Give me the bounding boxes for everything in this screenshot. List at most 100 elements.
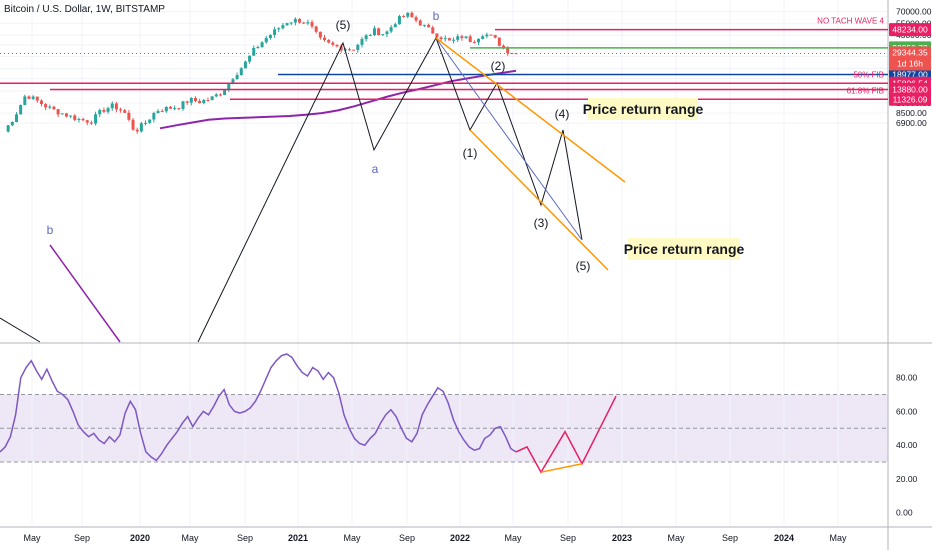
candle-body: [27, 96, 31, 99]
channel-upper: [435, 37, 626, 183]
candle-body: [98, 110, 102, 115]
candle-body: [127, 112, 131, 120]
candle-body: [456, 36, 460, 40]
candle-body: [144, 122, 148, 124]
candle-body: [198, 101, 202, 104]
candle-body: [298, 18, 302, 23]
rsi-tick-label: 80.00: [896, 373, 918, 383]
rsi-tick-label: 60.00: [896, 406, 918, 416]
price-tick-label: 6900.00: [896, 118, 927, 128]
current-price-time: 1d 16h: [897, 58, 923, 68]
price-level-note: NO TACH WAVE 4: [817, 17, 884, 26]
candle-body: [202, 99, 206, 104]
candle-body: [44, 104, 48, 108]
candle-body: [14, 114, 18, 122]
candle-body: [10, 121, 14, 126]
candle-body: [243, 61, 247, 69]
candle-body: [447, 38, 451, 41]
candle-body: [235, 75, 239, 80]
x-tick-label: 2021: [288, 533, 308, 543]
candle-body: [177, 108, 181, 110]
candle-body: [422, 24, 426, 26]
candle-body: [302, 22, 306, 24]
candle-body: [193, 98, 197, 102]
x-tick-label: 2022: [450, 533, 470, 543]
candle-body: [260, 42, 264, 48]
candle-body: [252, 47, 256, 56]
wave-label: (5): [576, 259, 591, 273]
candle-body: [248, 55, 252, 62]
candle-body: [477, 38, 481, 43]
candle-body: [452, 39, 456, 41]
wave-label: (2): [491, 59, 506, 73]
candle-body: [39, 100, 43, 105]
chart-title: Bitcoin / U.S. Dollar, 1W, BITSTAMP: [4, 4, 165, 15]
candle-body: [277, 28, 281, 30]
candle-body: [206, 99, 210, 101]
candle-body: [314, 26, 318, 32]
rsi-tick-label: 0.00: [896, 508, 913, 518]
channel-lower: [469, 129, 609, 271]
candle-body: [406, 12, 410, 17]
candle-body: [73, 115, 77, 120]
candle-body: [210, 96, 214, 100]
x-tick-label: May: [829, 533, 847, 543]
candle-body: [231, 79, 235, 83]
x-tick-label: 2024: [774, 533, 794, 543]
candle-body: [139, 123, 143, 132]
candle-body: [502, 45, 506, 48]
price-level-tag-text: 11326.09: [893, 94, 928, 104]
annotation-bg: [628, 238, 740, 260]
candle-body: [56, 109, 60, 115]
wave-label: (1): [463, 146, 478, 160]
candle-body: [256, 47, 260, 49]
rsi-divergence-line: [540, 463, 583, 473]
price-level-tag: [889, 92, 931, 106]
price-level-tag-text: 13880.00: [892, 85, 928, 95]
rsi-projection-line: [515, 395, 617, 474]
wave-label: b: [47, 223, 54, 237]
candle-body: [368, 35, 372, 37]
candle-body: [114, 103, 118, 110]
candle-body: [214, 94, 218, 97]
x-tick-label: Sep: [237, 533, 253, 543]
candle-body: [123, 110, 127, 113]
rsi-line: [0, 353, 517, 462]
candle-body: [377, 28, 381, 36]
candle-body: [460, 36, 464, 38]
candle-body: [181, 101, 185, 109]
candle-body: [385, 31, 389, 35]
candle-body: [52, 106, 56, 110]
candle-body: [397, 16, 401, 25]
candle-body: [110, 103, 114, 109]
wave-left-purple: [49, 244, 121, 343]
candle-body: [506, 47, 510, 53]
rsi-tick-label: 20.00: [896, 474, 918, 484]
candle-body: [152, 113, 156, 120]
candle-body: [306, 22, 310, 24]
x-tick-label: May: [667, 533, 685, 543]
annotation-bg: [588, 98, 698, 120]
price-level-tag: [889, 83, 931, 97]
candle-body: [223, 89, 227, 95]
wave-left-line: [0, 317, 41, 343]
candle-body: [464, 36, 468, 38]
candle-body: [414, 17, 418, 21]
wave-label: a: [372, 162, 379, 176]
candle-body: [468, 36, 472, 43]
current-price-tag: [889, 46, 931, 71]
candle-body: [119, 109, 123, 111]
x-tick-label: Sep: [74, 533, 90, 543]
candle-body: [427, 24, 431, 28]
candle-body: [148, 119, 152, 123]
candle-body: [285, 23, 289, 26]
candle-body: [485, 34, 489, 37]
wave-label: (5): [336, 18, 351, 32]
candle-body: [35, 96, 39, 101]
annotation-text: Price return range: [583, 101, 704, 117]
candle-body: [89, 122, 93, 124]
candle-body: [23, 96, 27, 106]
candle-body: [339, 46, 343, 51]
price-level-tag: [889, 23, 931, 37]
